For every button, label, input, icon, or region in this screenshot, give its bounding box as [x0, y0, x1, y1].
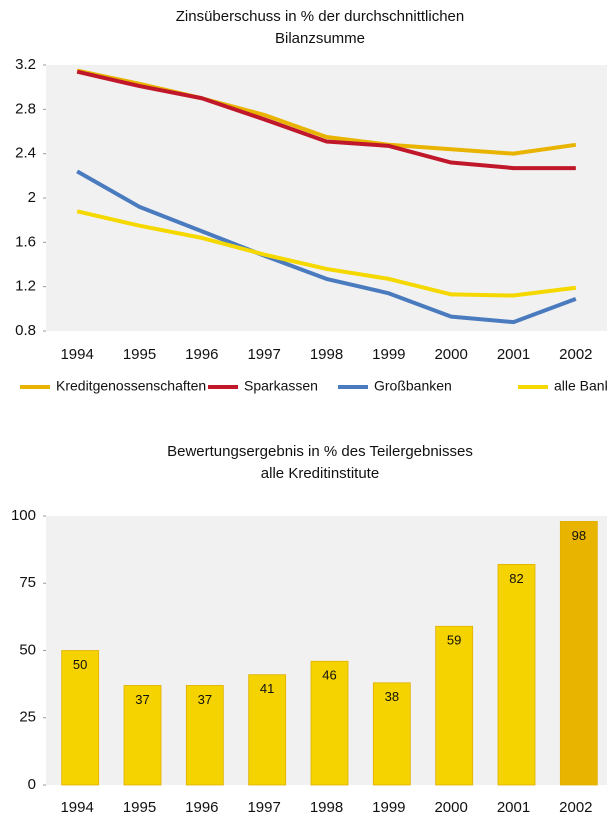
legend-label: alle Banken [554, 378, 607, 394]
x-tick-label: 1997 [247, 346, 280, 363]
y-tick-label: 2.4 [15, 145, 36, 162]
value-label: 37 [135, 692, 149, 707]
line [76, 209, 577, 298]
chart-title: Bilanzsumme [275, 30, 365, 47]
y-tick-label: 50 [19, 641, 36, 658]
value-label: 98 [572, 528, 586, 543]
bar [372, 682, 411, 786]
x-tick-label: 1994 [60, 346, 93, 363]
x-tick-label: 1996 [185, 799, 218, 816]
legend-label: Großbanken [374, 378, 452, 394]
value-label: 41 [260, 681, 274, 696]
bar [310, 660, 349, 786]
bar [185, 685, 224, 786]
x-tick-label: 2001 [497, 346, 530, 363]
line [76, 169, 577, 325]
legend-label: Kreditgenossenschaften [56, 378, 206, 394]
legend-label: Sparkassen [244, 378, 318, 394]
value-label: 59 [447, 633, 461, 648]
y-tick-label: 25 [19, 709, 36, 726]
bar [435, 625, 474, 786]
x-tick-label: 1996 [185, 346, 218, 363]
y-tick-label: 0.8 [15, 322, 36, 339]
x-tick-label: 2000 [434, 346, 467, 363]
y-tick-label: 3.2 [15, 56, 36, 73]
x-tick-label: 2002 [559, 799, 592, 816]
bar [497, 564, 536, 786]
value-label: 38 [385, 689, 399, 704]
y-tick-label: 1.2 [15, 278, 36, 295]
x-tick-label: 1998 [310, 346, 343, 363]
y-tick-label: 75 [19, 574, 36, 591]
bar [248, 674, 287, 786]
x-tick-label: 2002 [559, 346, 592, 363]
x-tick-label: 1999 [372, 799, 405, 816]
value-label: 46 [322, 668, 336, 683]
chart-title: Bewertungsergebnis in % des Teilergebnis… [167, 443, 473, 460]
bar [123, 685, 162, 786]
chart-title: alle Kreditinstitute [261, 465, 379, 482]
bar [559, 520, 598, 786]
x-tick-label: 1995 [123, 799, 156, 816]
value-label: 50 [73, 657, 87, 672]
plot-area [46, 65, 607, 331]
x-tick-label: 1998 [310, 799, 343, 816]
x-tick-label: 1999 [372, 346, 405, 363]
y-tick-label: 2 [28, 189, 36, 206]
value-label: 37 [198, 692, 212, 707]
chart-title: Zinsüberschuss in % der durchschnittlich… [176, 8, 464, 25]
x-tick-label: 1995 [123, 346, 156, 363]
bar [61, 650, 100, 786]
x-tick-label: 2001 [497, 799, 530, 816]
x-tick-label: 2000 [434, 799, 467, 816]
y-tick-label: 0 [28, 776, 36, 793]
y-tick-label: 2.8 [15, 100, 36, 117]
x-tick-label: 1997 [247, 799, 280, 816]
value-label: 82 [509, 571, 523, 586]
y-tick-label: 100 [11, 507, 36, 524]
y-tick-label: 1.6 [15, 233, 36, 250]
x-tick-label: 1994 [60, 799, 93, 816]
line [76, 69, 576, 171]
